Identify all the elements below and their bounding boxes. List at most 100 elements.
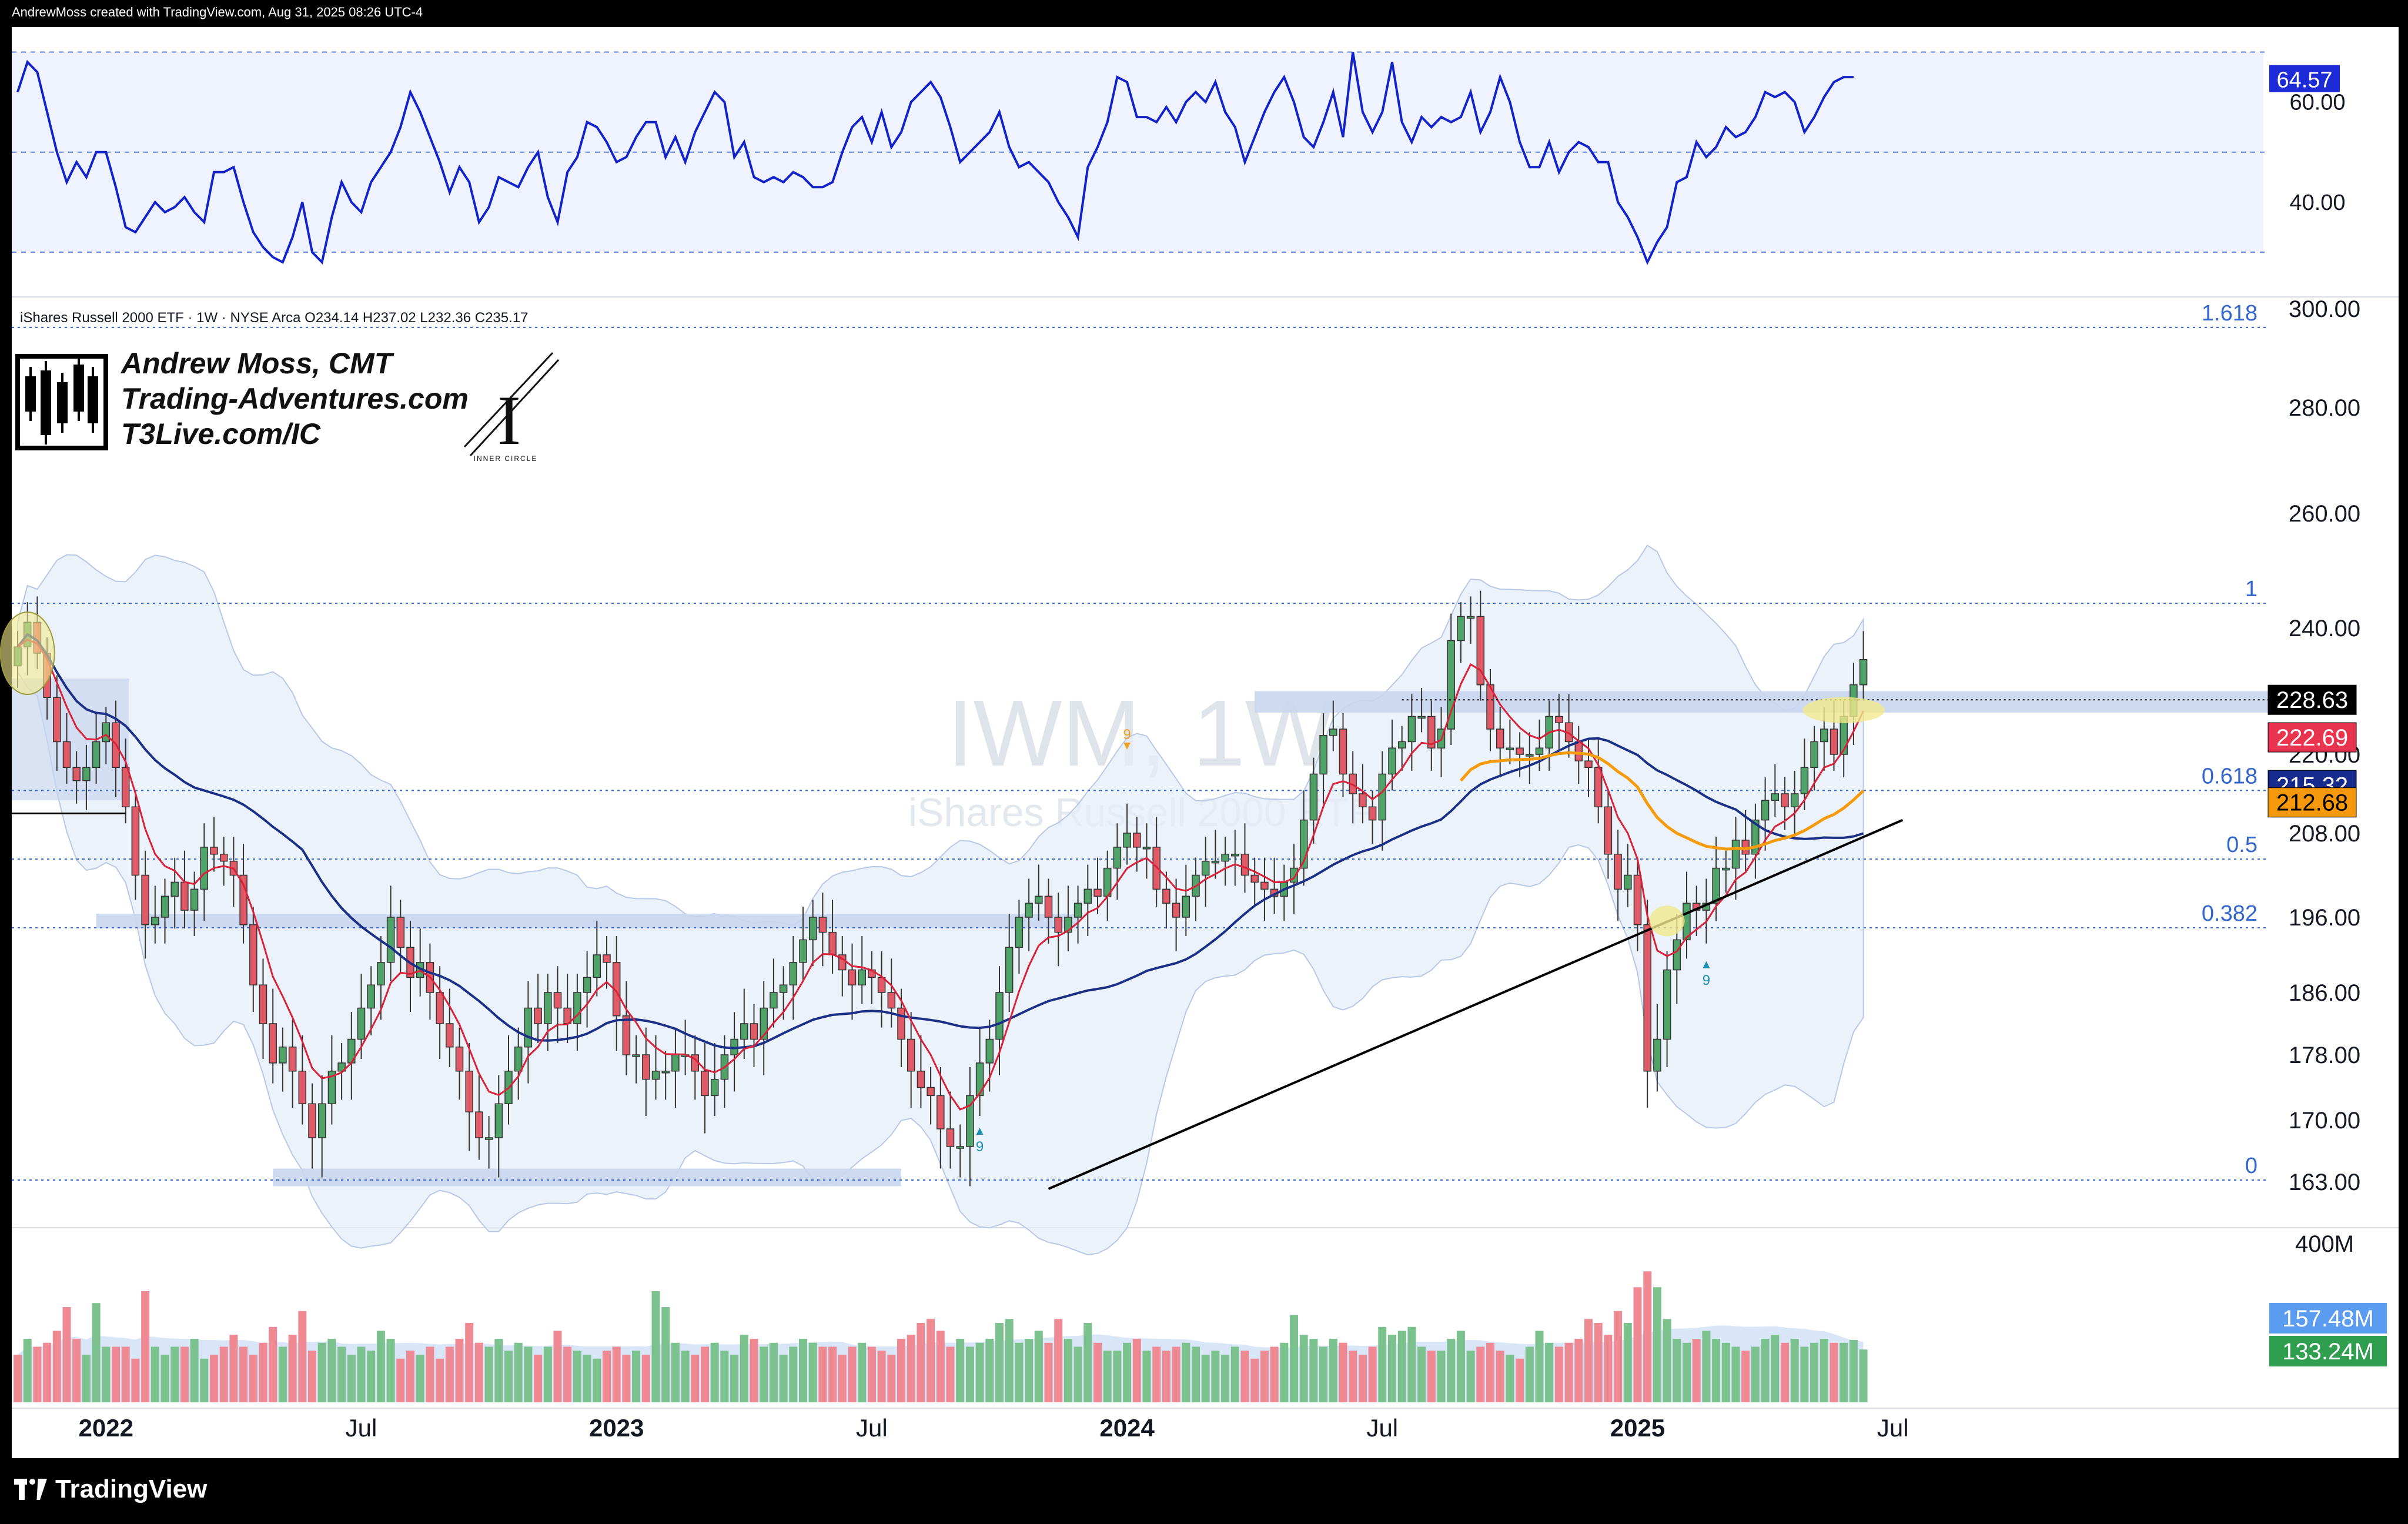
author-name: Andrew Moss, CMT [121,347,393,380]
candle-body [53,697,61,743]
volume-bar [170,1346,179,1402]
candle-body [897,1007,905,1040]
volume-bar [14,1355,22,1402]
candle-body [1722,867,1730,871]
candle-body [828,931,837,955]
candle-body [249,924,257,985]
volume-bar [553,1331,562,1402]
volume-bar [347,1355,356,1402]
candle-body [1044,895,1053,918]
candle-body [1447,640,1455,730]
volume-bar [1358,1355,1367,1402]
candle-body [190,888,199,911]
candlestick-logo-icon [15,354,108,450]
candle-body [279,1047,287,1064]
candle-body [975,1062,984,1097]
candle-body [269,1023,277,1064]
volume-last-label: 133.24M [2282,1339,2374,1365]
candle-body [937,1095,945,1129]
volume-bar [514,1342,523,1402]
candle-body [1810,741,1818,768]
rsi-value-label: 64.57 [2276,68,2332,93]
candle-body [92,741,101,768]
ohlc-legend: iShares Russell 2000 ETF · 1W · NYSE Arc… [20,310,528,326]
volume-bar [1663,1319,1671,1402]
volume-bar [563,1346,572,1402]
candle-body [1830,728,1838,755]
badge-letter: I [497,381,521,459]
volume-bar [82,1355,91,1402]
candle-body [1790,793,1799,808]
candle-body [1574,741,1583,761]
volume-bar [278,1346,287,1402]
tradingview-footer[interactable]: TradingView [14,1475,207,1504]
candle-body [799,939,807,963]
volume-bar [1447,1339,1456,1402]
volume-bar [396,1358,405,1402]
volume-bar [1005,1319,1014,1402]
candle-body [1231,854,1239,857]
volume-bar [121,1346,130,1402]
candle-body [151,917,159,925]
badge-caption: INNER CIRCLE [474,454,538,463]
sma-line-navy [16,633,1864,1050]
volume-bar [1250,1358,1259,1402]
volume-bar [1152,1346,1161,1402]
candle-body [357,1007,366,1040]
author-branding: Andrew Moss, CMT Trading-Adventures.com … [121,346,469,452]
volume-bar [1034,1331,1043,1402]
volume-bar [386,1339,395,1402]
volume-bar [1673,1339,1681,1402]
candle-body [651,1071,660,1080]
volume-bar [808,1342,817,1402]
candle-body [210,847,218,855]
candle-body [102,722,111,743]
candle-body [1466,616,1475,619]
volume-bar [1044,1342,1053,1402]
volume-bar [1535,1331,1544,1402]
volume-bar [1211,1351,1220,1402]
volume-bar [1230,1346,1239,1402]
volume-bar [927,1319,935,1402]
volume-bar [426,1346,434,1402]
volume-bar [1476,1346,1485,1402]
volume-bar [828,1346,837,1402]
volume-bar [327,1339,336,1402]
candle-body [524,1007,533,1048]
candle-body [1584,760,1593,768]
volume-bar [710,1342,719,1402]
volume-bar [1309,1339,1318,1402]
ema-orange-value-label: 212.68 [2276,790,2348,816]
logo-body [88,376,98,423]
volume-bar [887,1355,896,1402]
volume-bar [1162,1351,1170,1402]
candle-body [1240,854,1249,876]
volume-bar [1437,1351,1446,1402]
candle-body [1771,793,1780,801]
candle-body [1663,969,1671,1040]
candle-body [1800,767,1809,794]
volume-bar [239,1346,248,1402]
candle-body [121,767,130,808]
ema-line-orange [1460,751,1865,851]
price-tick-label: 178.00 [2289,1042,2360,1068]
candle-body [82,767,91,781]
fib-level-label: 1.618 [2202,301,2258,326]
candle-body [180,881,189,911]
candle-body [1309,773,1318,821]
time-axis-label: Jul [1877,1414,1909,1442]
candle-body [593,954,601,978]
volume-bar [455,1339,464,1402]
volume-bar [936,1331,945,1402]
volume-bar [317,1342,326,1402]
volume-bar [622,1355,631,1402]
volume-bar [1653,1287,1661,1402]
price-tick-label: 186.00 [2289,980,2360,1006]
volume-bar [1623,1323,1632,1402]
volume-last-badge [2269,1336,2387,1366]
candle-body [1476,616,1485,686]
volume-bar [1692,1339,1701,1402]
candle-body [966,1095,974,1147]
volume-bar [357,1346,366,1402]
